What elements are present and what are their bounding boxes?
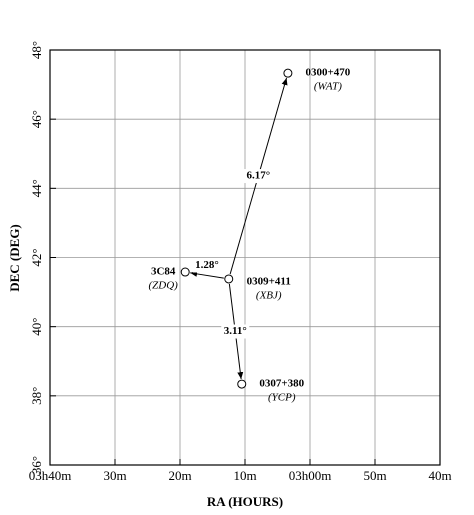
separation-label: 3.11° — [224, 325, 247, 337]
x-tick-label: 30m — [103, 468, 126, 483]
source-point — [283, 68, 293, 78]
x-axis-title: RA (HOURS) — [207, 494, 283, 509]
separation-arrow — [190, 270, 224, 279]
source-name: 0309+411 — [247, 275, 291, 287]
source-alias: (ZDQ) — [149, 280, 179, 292]
separation-label: 1.28° — [195, 259, 219, 271]
separation-label-bg — [192, 258, 221, 273]
y-tick-label: 40° — [29, 318, 44, 336]
y-tick-label: 42° — [29, 248, 44, 266]
source-name: 0300+470 — [306, 67, 351, 79]
y-axis-title: DEC (DEG) — [7, 224, 22, 292]
y-tick-label: 36° — [29, 456, 44, 474]
source-point — [224, 274, 234, 284]
x-tick-label: 10m — [233, 468, 256, 483]
source-alias: (WAT) — [314, 81, 342, 93]
x-tick-label: 50m — [363, 468, 386, 483]
x-tick-label: 03h00m — [289, 468, 332, 483]
y-tick-label: 48° — [29, 41, 44, 59]
separation-label-bg — [221, 324, 250, 339]
plot-frame — [49, 49, 441, 466]
source-name: 3C84 — [151, 266, 176, 278]
y-tick-label: 38° — [29, 387, 44, 405]
source-name: 0307+380 — [259, 378, 304, 390]
source-point — [180, 267, 190, 277]
x-tick-label: 40m — [428, 468, 451, 483]
separation-label: 6.17° — [246, 170, 270, 182]
source-point — [237, 379, 247, 389]
x-tick-label: 20m — [168, 468, 191, 483]
y-tick-label: 46° — [29, 110, 44, 128]
source-alias: (XBJ) — [256, 289, 282, 301]
separation-label-bg — [244, 169, 273, 184]
source-alias: (YCP) — [268, 392, 296, 404]
x-tick-label: 03h40m — [29, 468, 72, 483]
y-tick-label: 44° — [29, 179, 44, 197]
